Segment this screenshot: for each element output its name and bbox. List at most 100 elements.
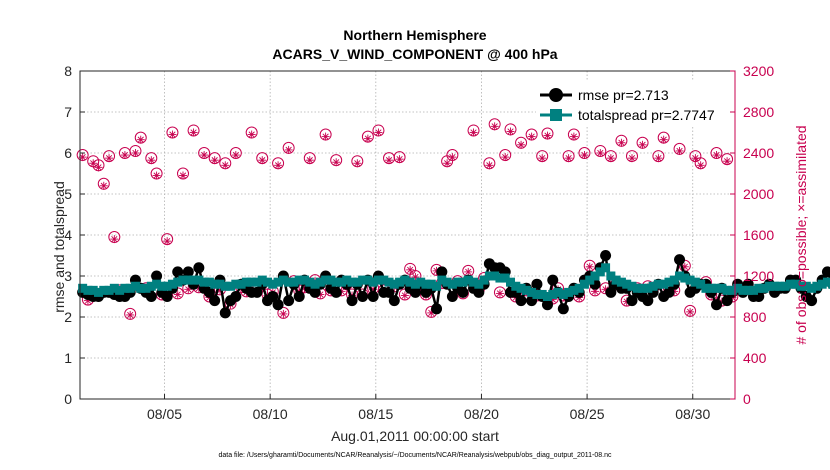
obs-assimilated-stroke (660, 136, 667, 143)
totalspread-point (701, 283, 711, 293)
obs-assimilated-point (189, 128, 198, 137)
x-tick-label: 08/25 (570, 406, 605, 422)
totalspread-point (442, 277, 452, 287)
obs-assimilated-point (247, 130, 256, 139)
totalspread-point (83, 285, 93, 295)
obs-assimilated-point (395, 155, 404, 164)
rmse-point (172, 266, 184, 278)
obs-assimilated-stroke (507, 128, 514, 135)
rmse-point (330, 286, 342, 298)
totalspread-point (807, 283, 817, 293)
totalspread-point (569, 285, 579, 295)
obs-assimilated-point (696, 161, 705, 170)
legend-totalspread-marker (550, 109, 562, 121)
obs-assimilated-point (131, 149, 140, 157)
totalspread-point (506, 277, 516, 287)
x-axis-label: Aug.01,2011 00:00:00 start (331, 428, 499, 444)
rmse-point (182, 266, 194, 278)
obs-possible-point (684, 304, 697, 317)
rmse-point (367, 291, 379, 302)
rmse-point (431, 303, 443, 315)
rmse-point (674, 254, 686, 266)
totalspread-point (157, 281, 167, 291)
totalspread-point (743, 285, 753, 295)
totalspread-point (585, 275, 595, 285)
obs-assimilated-stroke (137, 136, 144, 143)
obs-assimilated-point (110, 235, 119, 244)
totalspread-point (601, 263, 611, 273)
left-axis-ticks: 0 1 2 3 4 5 6 7 8 (64, 63, 85, 407)
totalspread-point (770, 281, 780, 291)
totalspread-point (764, 281, 774, 291)
obs-assimilated-stroke (354, 160, 361, 167)
rmse-point (388, 295, 400, 307)
totalspread-point (241, 277, 251, 287)
obs-assimilated-stroke (491, 123, 498, 130)
obs-assimilated-stroke (248, 131, 255, 138)
rmse-point (293, 291, 305, 302)
totalspread-point (331, 277, 341, 287)
totalspread-point (379, 275, 389, 285)
rmse-point (821, 266, 830, 278)
rmse-point (209, 295, 221, 307)
rmse-point (531, 278, 543, 290)
totalspread-point (574, 283, 584, 293)
totalspread-point (437, 275, 447, 285)
obs-assimilated-point (221, 161, 230, 170)
obs-assimilated-stroke (79, 153, 86, 161)
totalspread-point (400, 275, 410, 285)
obs-assimilated-stroke (132, 149, 139, 157)
totalspread-point (712, 283, 722, 293)
rmse-point (436, 266, 448, 278)
totalspread-point (268, 279, 278, 289)
obs-assimilated-stroke (565, 155, 572, 162)
obs-assimilated-stroke (602, 286, 609, 293)
obs-assimilated-stroke (211, 157, 218, 164)
legend-rmse-label: rmse pr=2.713 (578, 87, 669, 103)
obs-assimilated-point (675, 146, 684, 155)
rmse-point (711, 299, 723, 311)
obs-assimilated-point (469, 128, 478, 137)
totalspread-point (553, 287, 563, 297)
totalspread-point (527, 287, 537, 297)
rmse-point (193, 262, 205, 274)
obs-assimilated-stroke (375, 129, 382, 136)
obs-assimilated-stroke (692, 155, 699, 162)
obs-assimilated-stroke (364, 135, 372, 142)
obs-assimilated-stroke (396, 156, 403, 163)
totalspread-point (727, 285, 737, 295)
y-tick-label: 0 (64, 391, 72, 407)
totalspread-point (564, 287, 574, 297)
rmse-point (663, 286, 675, 298)
obs-assimilated-stroke (443, 160, 451, 167)
rmse-point (283, 295, 295, 307)
obs-assimilated-stroke (723, 158, 731, 165)
obs-assimilated-stroke (190, 129, 197, 136)
obs-assimilated-stroke (306, 157, 313, 164)
totalspread-point (389, 279, 399, 289)
obs-assimilated-stroke (607, 155, 614, 162)
obs-assimilated-stroke (655, 155, 662, 162)
totalspread-point (358, 275, 368, 285)
totalspread-point (828, 279, 830, 289)
totalspread-point (363, 275, 373, 285)
totalspread-point (347, 277, 357, 287)
obs-assimilated-point (506, 127, 515, 136)
totalspread-point (395, 277, 405, 287)
totalspread-point (78, 283, 88, 293)
totalspread-point (648, 281, 658, 291)
obs-assimilated-point (501, 153, 510, 162)
rmse-point (446, 291, 458, 302)
rmse-point (357, 291, 369, 302)
totalspread-point (115, 285, 125, 295)
obs-assimilated-point (200, 151, 209, 160)
obs-assimilated-stroke (465, 268, 472, 276)
obs-assimilated-point (120, 151, 129, 160)
obs-assimilated-point (126, 310, 135, 319)
totalspread-point (622, 279, 632, 289)
obs-assimilated-stroke (639, 141, 646, 148)
totalspread-point (352, 277, 362, 287)
totalspread-point (310, 279, 320, 289)
obs-assimilated-point (385, 156, 394, 165)
legend: rmse pr=2.713 totalspread pr=2.7747 (536, 80, 729, 126)
